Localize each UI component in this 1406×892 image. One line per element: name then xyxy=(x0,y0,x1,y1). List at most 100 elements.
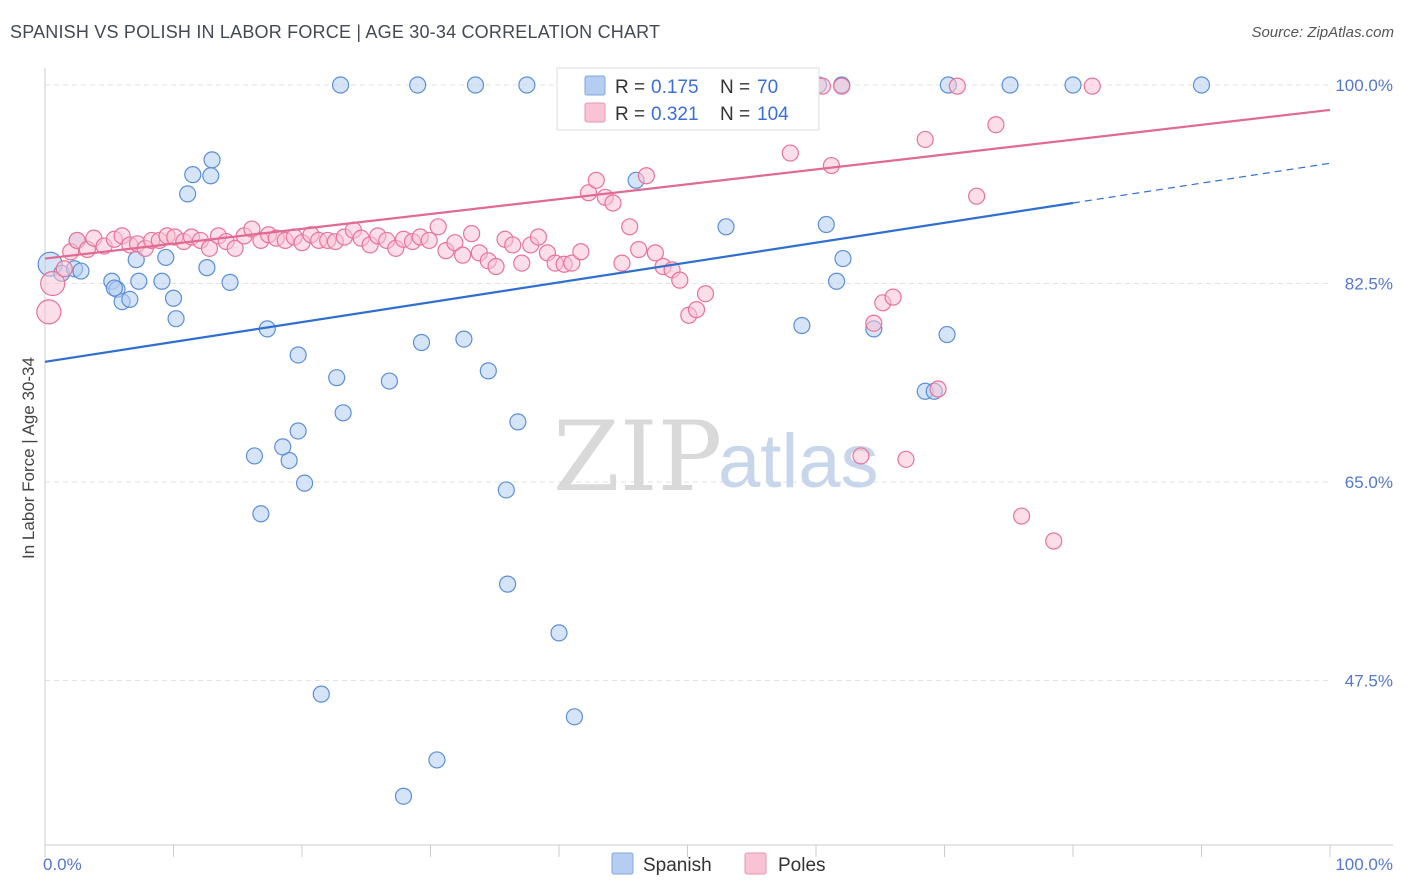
axes xyxy=(44,68,1393,857)
y-tick-label: 65.0% xyxy=(1345,473,1393,492)
y-tick-label: 47.5% xyxy=(1345,672,1393,691)
point-poles xyxy=(987,116,1005,134)
point-poles xyxy=(563,254,581,272)
point-poles xyxy=(55,260,73,278)
point-poles xyxy=(529,228,548,246)
point-spanish xyxy=(497,481,515,499)
point-spanish xyxy=(179,185,197,203)
point-poles xyxy=(637,167,655,185)
y-tick-label: 82.5% xyxy=(1345,275,1393,294)
point-spanish xyxy=(428,751,446,769)
point-spanish xyxy=(153,272,171,290)
point-spanish xyxy=(1001,76,1019,94)
trend-line-spanish-extension xyxy=(1072,162,1331,204)
legend-poles-r-label: R = xyxy=(615,104,650,125)
point-poles xyxy=(621,218,639,236)
point-poles xyxy=(572,243,590,261)
point-spanish xyxy=(466,76,485,94)
bottom-legend-swatch-spanish xyxy=(611,852,634,875)
legend-poles-n-label: N = xyxy=(720,104,755,125)
point-spanish xyxy=(550,624,568,642)
x-tick-label: 100.0% xyxy=(1335,855,1393,874)
point-poles xyxy=(671,271,689,289)
trend-line-poles xyxy=(44,108,1331,260)
chart-source: Source: ZipAtlas.com xyxy=(1251,24,1394,41)
point-spanish xyxy=(121,290,139,308)
point-spanish xyxy=(289,346,307,364)
point-poles xyxy=(852,447,870,465)
point-poles xyxy=(587,171,605,189)
point-spanish xyxy=(518,76,536,94)
point-spanish xyxy=(499,575,517,593)
point-spanish xyxy=(328,369,346,387)
legend-spanish-n-label: N = xyxy=(720,77,755,98)
point-poles xyxy=(646,244,664,262)
point-spanish xyxy=(509,413,527,431)
point-poles xyxy=(613,254,631,272)
point-poles xyxy=(463,225,481,243)
point-poles xyxy=(420,231,438,250)
chart-title: SPANISH VS POLISH IN LABOR FORCE | AGE 3… xyxy=(10,22,661,42)
point-poles xyxy=(897,450,915,468)
legend-swatch-spanish xyxy=(584,75,606,96)
point-spanish xyxy=(793,316,811,335)
point-poles xyxy=(884,288,902,306)
legend-spanish-n-value: 70 xyxy=(757,77,778,98)
point-spanish xyxy=(1192,76,1211,94)
legend-poles-r-value: 0.321 xyxy=(651,104,699,125)
point-spanish xyxy=(130,272,148,290)
point-poles xyxy=(822,156,841,175)
point-poles xyxy=(429,218,447,236)
stats-legend: R = 0.175 N = 70 R = 0.321 N = 104 xyxy=(556,67,820,131)
point-spanish xyxy=(157,248,175,267)
point-poles xyxy=(916,130,934,149)
point-spanish xyxy=(184,166,202,184)
point-poles xyxy=(487,257,505,276)
bottom-legend-poles: Poles xyxy=(778,855,826,876)
point-poles xyxy=(454,246,472,264)
point-spanish xyxy=(1064,76,1082,94)
y-axis-title: In Labor Force | Age 30-34 xyxy=(19,357,38,559)
point-poles xyxy=(968,187,986,205)
point-poles xyxy=(687,301,706,319)
point-spanish xyxy=(412,333,431,352)
point-spanish xyxy=(221,273,239,291)
trend-line-spanish xyxy=(44,201,1074,363)
point-poles xyxy=(40,270,66,297)
point-spanish xyxy=(203,151,221,169)
point-spanish xyxy=(331,76,350,94)
gridlines xyxy=(45,84,1330,682)
trend-lines xyxy=(44,108,1331,363)
point-spanish xyxy=(72,262,90,280)
point-spanish xyxy=(252,505,270,523)
y-tick-label: 100.0% xyxy=(1335,76,1393,95)
legend-spanish-r-value: 0.175 xyxy=(651,77,699,98)
point-spanish xyxy=(167,310,185,328)
point-spanish xyxy=(295,474,314,492)
point-spanish xyxy=(380,372,398,390)
series-legend: Spanish Poles xyxy=(611,852,826,876)
point-poles xyxy=(504,236,522,254)
x-tick-labels: 0.0% 100.0% xyxy=(43,855,1393,874)
point-poles xyxy=(833,77,851,95)
point-poles xyxy=(696,285,715,303)
point-poles xyxy=(865,314,883,332)
point-spanish xyxy=(105,279,123,297)
point-poles xyxy=(604,194,622,212)
point-poles xyxy=(948,77,966,95)
point-poles xyxy=(1012,507,1031,525)
point-spanish xyxy=(817,215,835,234)
point-spanish xyxy=(289,422,307,440)
watermark-zip: ZIP xyxy=(553,401,722,513)
point-poles xyxy=(226,239,244,257)
watermark-atlas: atlas xyxy=(718,419,879,504)
legend-spanish-r-label: R = xyxy=(615,77,650,98)
bottom-legend-swatch-poles xyxy=(744,852,767,875)
point-spanish xyxy=(245,447,264,465)
point-spanish xyxy=(565,708,584,726)
point-spanish xyxy=(717,218,735,236)
x-tick-label: 0.0% xyxy=(43,855,82,874)
bottom-legend-spanish: Spanish xyxy=(643,855,712,876)
point-spanish xyxy=(409,76,427,94)
point-spanish xyxy=(198,259,216,277)
